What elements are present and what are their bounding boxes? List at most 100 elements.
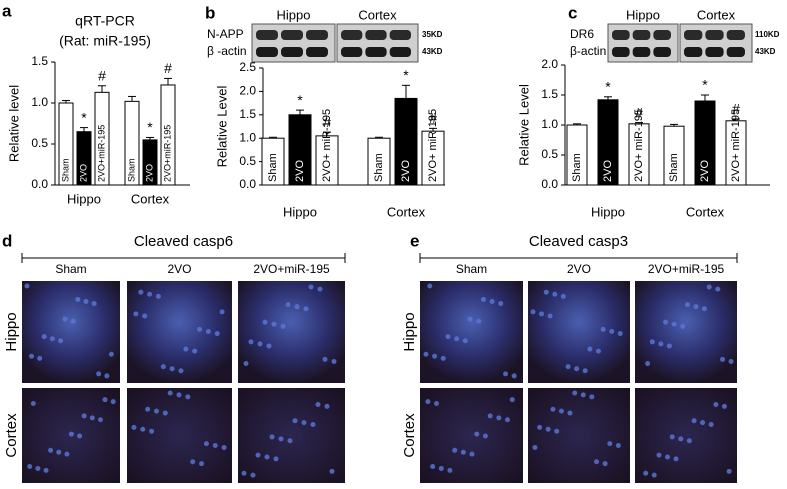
panel-letter: d (2, 231, 12, 250)
nucleus (425, 399, 431, 405)
blot-row-label: β-actin (570, 44, 606, 58)
nucleus (708, 422, 714, 428)
nucleus (149, 428, 155, 434)
significance-marker: * (702, 77, 708, 93)
nucleus (241, 470, 247, 476)
column-label: 2VO+miR-195 (648, 262, 725, 276)
nucleus (64, 451, 70, 457)
y-tick-label: 0.5 (239, 154, 256, 168)
nucleus (197, 326, 203, 332)
column-label: Sham (456, 262, 487, 276)
nucleus (595, 348, 601, 354)
blot-band (281, 30, 303, 40)
significance-marker: * (403, 67, 409, 83)
panel-title: Cleaved casp6 (134, 233, 233, 250)
blot-band (726, 30, 745, 40)
nucleus (467, 316, 473, 322)
series-label: Sham (373, 153, 385, 182)
y-tick-label: 0.5 (541, 147, 558, 161)
series-label: 2VO (144, 164, 154, 182)
row-label: Hippo (401, 312, 418, 351)
nucleus (684, 302, 690, 308)
series-label: 2VO+ miR-195 (321, 109, 333, 182)
nucleus (96, 371, 102, 377)
nucleus (550, 406, 556, 412)
nucleus (447, 467, 453, 473)
significance-marker: # (98, 67, 106, 83)
nucleus (145, 406, 151, 412)
significance-marker: # (323, 114, 331, 130)
nucleus (474, 431, 480, 437)
nucleus (713, 401, 719, 407)
nucleus (587, 346, 593, 352)
nucleus (56, 449, 62, 455)
nucleus (554, 428, 560, 434)
chart-title: qRT-PCR (75, 13, 135, 29)
blot-band (365, 30, 387, 40)
nucleus (432, 353, 438, 359)
y-tick-label: 1.0 (239, 130, 256, 144)
nucleus (102, 397, 108, 403)
nucleus (658, 341, 664, 347)
nucleus (49, 336, 55, 342)
nucleus (503, 371, 509, 377)
nucleus (434, 401, 440, 407)
nucleus (511, 373, 517, 379)
nucleus (331, 358, 337, 364)
blot-group-label: Hippo (626, 7, 660, 22)
nucleus (75, 296, 81, 302)
nucleus (317, 286, 323, 292)
series-label: Sham (668, 153, 680, 182)
series-label: Sham (571, 153, 583, 182)
nucleus (720, 356, 726, 362)
nucleus (600, 326, 606, 332)
nucleus (726, 468, 732, 474)
nucleus (280, 323, 286, 329)
blot-band (341, 47, 363, 57)
nucleus (199, 461, 205, 467)
nucleus (476, 318, 482, 324)
significance-marker: # (732, 101, 740, 117)
blot-size-label: 35KD (422, 30, 443, 39)
nucleus (81, 413, 87, 419)
nucleus (221, 444, 227, 450)
panel-letter: e (410, 231, 419, 250)
nucleus (104, 373, 110, 379)
nucleus (487, 413, 493, 419)
nucleus (24, 283, 30, 289)
nucleus (83, 299, 89, 305)
series-label: Sham (60, 158, 70, 182)
nucleus (89, 415, 95, 421)
nucleus (185, 394, 191, 400)
y-tick-label: 2.5 (239, 60, 256, 74)
nucleus (133, 311, 139, 317)
row-label: Hippo (3, 312, 20, 351)
nucleus (572, 390, 578, 396)
nucleus (269, 434, 275, 440)
y-tick-label: 0.0 (541, 177, 558, 191)
y-tick-label: 2.0 (239, 84, 256, 98)
y-axis-label: Relative Level (516, 84, 531, 166)
nucleus (131, 424, 137, 430)
row-label: Cortex (3, 413, 20, 458)
nucleus (285, 302, 291, 308)
nucleus (212, 443, 218, 449)
nucleus (48, 447, 54, 453)
micrograph (635, 388, 737, 483)
nucleus (27, 464, 33, 470)
micrograph (127, 388, 232, 483)
nucleus (594, 459, 600, 465)
nucleus (545, 426, 551, 432)
nucleus (77, 433, 83, 439)
nucleus (438, 465, 444, 471)
blot-band (705, 30, 724, 40)
series-label: Sham (267, 153, 279, 182)
series-label: 2VO+ miR-195 (633, 109, 645, 182)
significance-marker: * (605, 79, 611, 95)
nucleus (680, 323, 686, 329)
nucleus (287, 438, 293, 444)
nucleus (469, 451, 475, 457)
nucleus (498, 301, 504, 307)
nucleus (292, 418, 298, 424)
